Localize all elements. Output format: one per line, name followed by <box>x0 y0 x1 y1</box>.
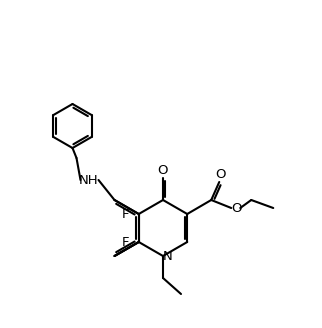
Text: F: F <box>122 208 129 220</box>
Text: F: F <box>122 236 129 249</box>
Text: O: O <box>158 163 168 176</box>
Text: O: O <box>215 168 225 180</box>
Text: NH: NH <box>79 174 98 187</box>
Text: N: N <box>163 250 173 262</box>
Text: O: O <box>231 201 242 215</box>
